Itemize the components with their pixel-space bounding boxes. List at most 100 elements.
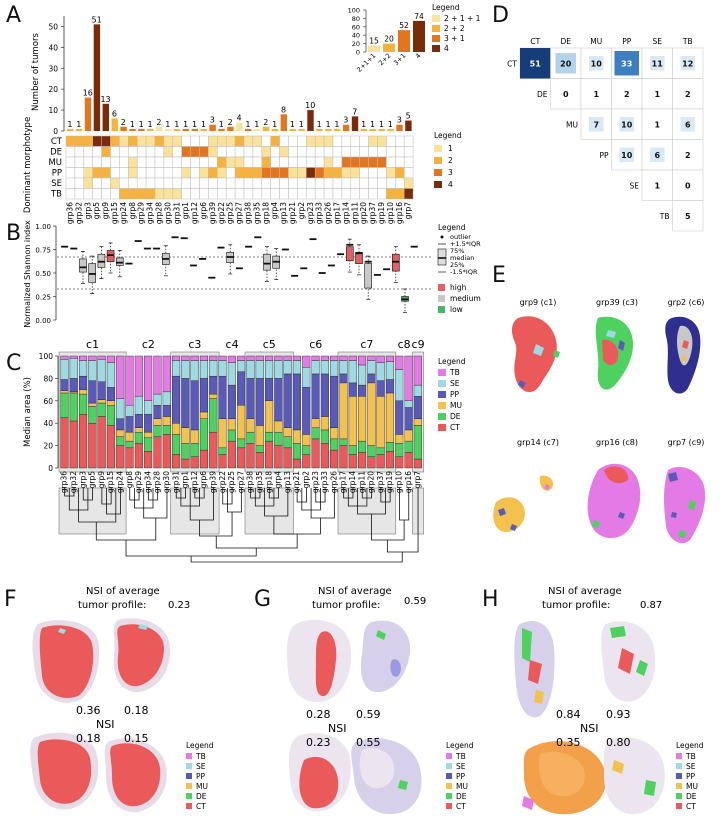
h-legend-item-MU: MU xyxy=(686,782,698,791)
panel-b-box-grp20 xyxy=(364,263,373,289)
panel-g-tissue-images xyxy=(286,619,422,815)
panel-c-seg-PP-grp23 xyxy=(311,373,320,419)
panel-a-heatmap-cell xyxy=(101,135,111,147)
panel-c-seg-SE-grp30 xyxy=(162,391,171,406)
panel-c-group-label-grp27: grp27 xyxy=(236,471,245,493)
panel-c-seg-DE-grp3 xyxy=(78,393,88,415)
panel-c-legend-ct: CT xyxy=(450,423,460,432)
panel-c-group-label-grp31: grp31 xyxy=(171,471,180,493)
panel-a-group-label-grp33: grp33 xyxy=(315,202,324,224)
f-legend-item-CT: CT xyxy=(196,802,206,811)
panel-a-bar-grp30 xyxy=(164,128,172,131)
panel-a-heatmap-cell xyxy=(386,188,396,200)
h-legend-item-TB: TB xyxy=(685,752,696,761)
panel-a-heatmap-cell xyxy=(190,156,200,168)
panel-c-cluster-label-c8: c8 xyxy=(398,338,411,351)
panel-b-threshold-lines xyxy=(57,256,432,290)
panel-c-seg-MU-grp31 xyxy=(171,423,181,435)
panel-c-seg-DE-grp33 xyxy=(320,429,329,444)
panel-c-seg-DE-grp30 xyxy=(162,425,171,435)
panel-a-group-label-grp6: grp6 xyxy=(199,202,208,220)
h-legend-title: Legend xyxy=(676,741,704,750)
panel-h-nsi-4: 0.80 xyxy=(606,736,631,749)
panel-c-seg-DE-grp5 xyxy=(88,406,97,424)
panel-a-bar-label-grp33: 1 xyxy=(317,120,322,129)
panel-a-y-tick-label: 50 xyxy=(48,22,58,31)
panel-c-seg-DE-grp10 xyxy=(395,443,404,457)
panel-a-heatmap-cell xyxy=(154,146,165,158)
panel-d-cell xyxy=(550,78,582,110)
panel-c-seg-PP-grp20 xyxy=(367,373,376,384)
panel-a-heatmap-cell xyxy=(323,156,334,168)
panel-c-seg-MU-grp16 xyxy=(404,429,413,442)
panel-a-heatmap-cell xyxy=(314,188,325,200)
panel-g-nsi-avg: 0.59 xyxy=(404,596,426,607)
panel-a-heatmap-cell xyxy=(297,156,307,168)
panel-c-seg-PP-grp26 xyxy=(330,375,339,428)
panel-c-seg-TB-grp6 xyxy=(199,355,209,361)
panel-c-seg-MU-grp29 xyxy=(134,427,143,433)
panel-c-dendro-link xyxy=(310,488,335,519)
panel-c-group-label-grp13: grp13 xyxy=(283,471,292,493)
panel-c-seg-DE-grp37 xyxy=(376,447,385,455)
panel-a-heatmap-cell xyxy=(225,177,236,189)
panel-c-seg-PP-grp31 xyxy=(171,375,181,424)
panel-a-heatmap-cell xyxy=(136,146,147,158)
panel-c-seg-PP-grp1 xyxy=(181,378,190,428)
panel-e-thumbnail-grp14 xyxy=(493,475,554,532)
panel-a-heatmap-cell xyxy=(181,135,191,147)
panel-c-seg-TB-grp32 xyxy=(69,355,78,359)
panel-b-box-grp18 xyxy=(263,253,271,271)
panel-c-seg-SE-grp12 xyxy=(190,360,199,381)
panel-c-seg-SE-grp3 xyxy=(78,360,88,377)
panel-b-legend-title: Legend xyxy=(438,223,466,232)
panel-a-bar-label-grp31: 1 xyxy=(174,120,179,129)
panel-a-heatmap-cell xyxy=(119,156,129,168)
panel-a-heatmap-cell xyxy=(368,177,378,189)
panel-a-heatmap-cell xyxy=(377,156,387,168)
panel-a-group-label-grp18: grp18 xyxy=(261,202,270,224)
panel-d-row-TB: TB xyxy=(659,212,670,221)
panel-a-heatmap-cell xyxy=(279,146,289,158)
panel-c-seg-PP-grp30 xyxy=(162,405,171,417)
panel-a-bar-label-grp5: 51 xyxy=(92,15,102,24)
panel-a-heatmap-cell xyxy=(172,135,182,147)
panel-c-seg-PP-grp6 xyxy=(199,378,209,413)
h-legend-item-PP: PP xyxy=(686,772,696,781)
panel-a-heatmap-cell xyxy=(252,167,263,179)
panel-a-heatmap-cell xyxy=(101,177,111,189)
panel-c-seg-CT-grp25 xyxy=(227,440,236,469)
panel-c-seg-SE-grp34 xyxy=(144,400,153,415)
panel-c-group-label-grp9: grp9 xyxy=(97,471,106,489)
panel-c-group-label-grp28: grp28 xyxy=(153,471,162,493)
panel-a-heatmap-cell xyxy=(83,135,93,147)
panel-d-cell-fill xyxy=(589,56,604,71)
f-legend-item-DE: DE xyxy=(196,792,207,801)
panel-letter-g: G xyxy=(254,587,271,612)
panel-e-title-2: grp39 (c3) xyxy=(596,298,638,307)
panel-a-heatmap-row-SE: SE xyxy=(51,179,62,189)
panel-c-seg-TB-grp19 xyxy=(385,355,395,362)
panel-c-seg-TB-grp13 xyxy=(283,355,292,361)
panel-a-legend-item-2211: 2 + 1 + 1 xyxy=(444,14,481,23)
panel-c-seg-CT-grp33 xyxy=(320,443,329,469)
g-legend-item-SE: SE xyxy=(456,762,466,771)
panel-c-seg-MU-grp34 xyxy=(144,431,153,438)
panel-d-value-SE-SE: 1 xyxy=(654,181,660,190)
panel-a-heatmap-cell xyxy=(110,146,120,158)
panel-c-seg-PP-grp13 xyxy=(283,373,292,428)
panel-c-seg-DE-grp39 xyxy=(209,398,218,433)
panel-c-seg-MU-grp37 xyxy=(376,396,385,449)
panel-e-thumbnail-grp9 xyxy=(511,316,560,393)
panel-c-cluster-label-c4: c4 xyxy=(226,338,239,351)
panel-c-y-label: Median area (%) xyxy=(23,377,33,447)
panel-c-seg-SE-grp1 xyxy=(181,360,190,379)
panel-a-inset-bar-0 xyxy=(368,45,380,52)
panel-c-legend-se: SE xyxy=(450,379,460,388)
panel-a-group-label-grp10: grp10 xyxy=(386,202,395,224)
panel-a-heatmap-cell xyxy=(341,146,352,158)
panel-f: NSI of average tumor profile: 0.23 0.36 … xyxy=(30,586,214,813)
panel-a-inset-value-0: 15 xyxy=(369,37,379,46)
